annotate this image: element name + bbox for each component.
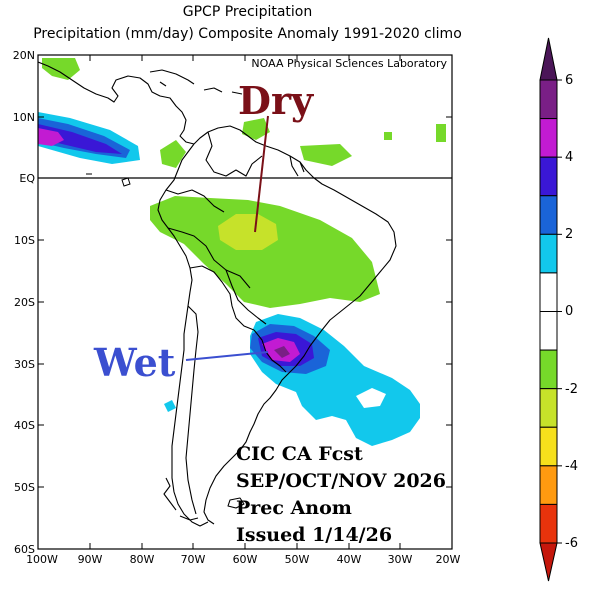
axis-ticks (38, 55, 452, 549)
anomaly-green-carib (160, 140, 186, 168)
colorbar-swatch (539, 233, 558, 274)
colorbar-swatch (539, 118, 558, 158)
map-subtitle: Precipitation (mm/day) Composite Anomaly… (33, 26, 462, 42)
colorbar-top-cap (539, 37, 558, 81)
colorbar-bottom-cap (539, 542, 558, 582)
lon-label: 40W (337, 553, 362, 566)
anomaly-wet-south (250, 314, 420, 446)
anomaly-wet-west (38, 112, 140, 164)
credit-label: NOAA Physical Sciences Laboratory (251, 57, 447, 70)
coastlines (38, 61, 397, 527)
colorbar-swatch (539, 388, 558, 428)
forecast-line: Prec Anom (236, 497, 352, 519)
colorbar-swatch (539, 156, 558, 197)
map-content (38, 55, 452, 549)
colorbar-label: -4 (565, 459, 578, 474)
dry-annotation: Dry (238, 78, 314, 123)
lon-label: 70W (181, 553, 206, 566)
colorbar-swatch (539, 272, 558, 312)
anomaly-green-ne2 (300, 144, 352, 166)
colorbar-swatch (539, 503, 558, 544)
forecast-info: CIC CA Fcst SEP/OCT/NOV 2026 Prec Anom I… (236, 443, 446, 546)
lat-label: 40S (14, 419, 35, 432)
anomaly-green-atl (384, 132, 392, 140)
colorbar-label: 6 (565, 73, 573, 88)
colorbar-label: -6 (565, 536, 578, 551)
wet-arrow (185, 351, 269, 361)
forecast-line: SEP/OCT/NOV 2026 (236, 470, 446, 492)
wet-annotation: Wet (93, 340, 176, 385)
lat-label: EQ (19, 172, 35, 185)
colorbar-swatch (539, 349, 558, 390)
dry-arrow (254, 115, 269, 233)
lat-label: 20S (14, 296, 35, 309)
anomaly-green-ne (242, 118, 270, 140)
anomaly-dry-brazil (150, 196, 380, 308)
colorbar-label: -2 (565, 382, 578, 397)
colorbar-swatch (539, 195, 558, 235)
colorbar-label: 2 (565, 227, 573, 242)
lon-labels: 100W 90W 80W 70W 60W 50W 40W 30W 20W (26, 553, 460, 566)
forecast-line: Issued 1/14/26 (236, 524, 392, 546)
lat-label: 10S (14, 234, 35, 247)
colorbar-swatch (539, 426, 558, 467)
lat-label: 10N (13, 111, 35, 124)
lat-label: 30S (14, 358, 35, 371)
lon-label: 30W (388, 553, 413, 566)
lat-label: 50S (14, 481, 35, 494)
lon-label: 100W (26, 553, 58, 566)
lat-labels: 20N 10N EQ 10S 20S 30S 40S 50S 60S (13, 49, 36, 556)
lon-label: 90W (78, 553, 103, 566)
forecast-line: CIC CA Fcst (236, 443, 363, 465)
lon-label: 80W (130, 553, 155, 566)
lat-label: 60S (14, 543, 35, 556)
anomaly-dry-core (218, 214, 278, 250)
lat-label: 20N (13, 49, 35, 62)
islands (86, 173, 131, 187)
lon-label: 20W (436, 553, 461, 566)
colorbar-label: 4 (565, 150, 573, 165)
colorbar-swatch (539, 311, 558, 351)
anomaly-green-atl2 (436, 124, 446, 142)
map-title: GPCP Precipitation (182, 4, 313, 20)
colorbar-label: 0 (565, 304, 573, 319)
anomaly-green-nw (42, 58, 80, 80)
colorbar-swatch (539, 79, 558, 120)
anomaly-wet-dot (164, 400, 176, 412)
colorbar-labels: 6 4 2 0 -2 -4 -6 (565, 73, 578, 551)
lon-label: 60W (233, 553, 258, 566)
lon-label: 50W (285, 553, 310, 566)
colorbar-swatch (539, 465, 558, 505)
colorbar (539, 37, 562, 582)
